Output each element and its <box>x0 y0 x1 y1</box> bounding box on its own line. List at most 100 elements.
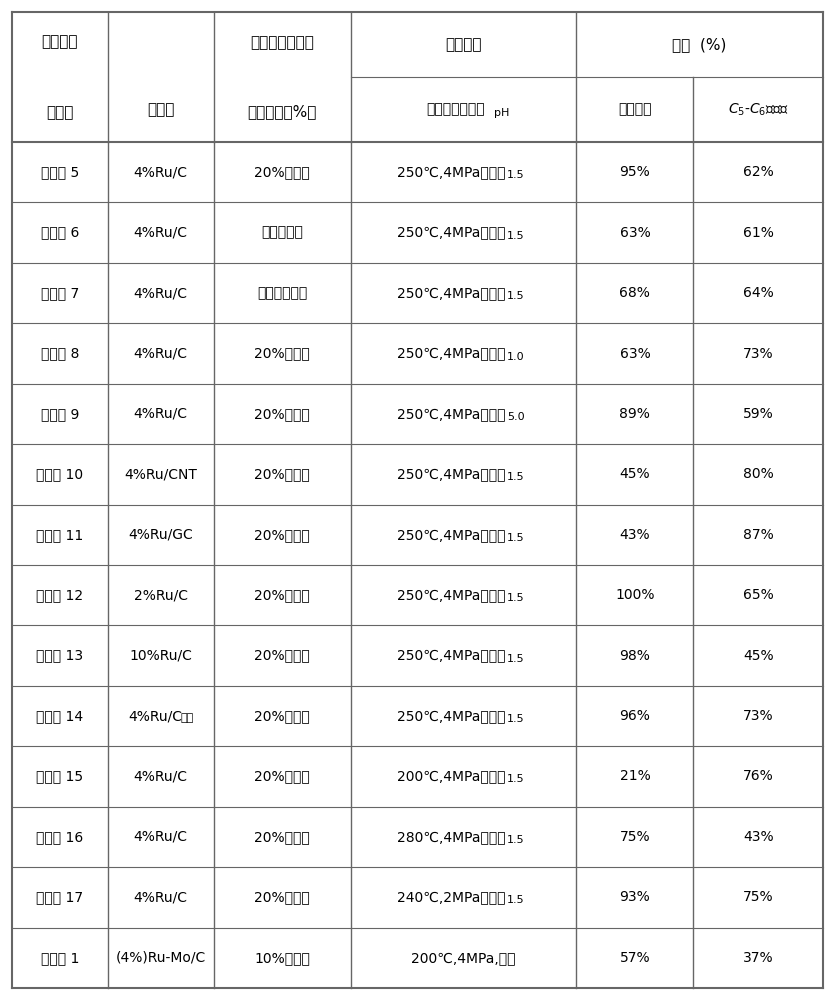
Text: 250℃,4MPa，磷酸: 250℃,4MPa，磷酸 <box>397 649 506 663</box>
Text: 75%: 75% <box>743 890 773 904</box>
Text: 250℃,4MPa，磷酸: 250℃,4MPa，磷酸 <box>397 709 506 723</box>
Text: 280℃,4MPa，磷酸: 280℃,4MPa，磷酸 <box>397 830 506 844</box>
Text: 4%Ru/C: 4%Ru/C <box>134 286 188 300</box>
Text: 64%: 64% <box>743 286 773 300</box>
Text: 250℃,4MPa，磷酸: 250℃,4MPa，磷酸 <box>397 165 506 179</box>
Text: 2%Ru/C: 2%Ru/C <box>134 588 188 602</box>
Text: 1.5: 1.5 <box>507 714 524 724</box>
Text: 1.5: 1.5 <box>507 231 524 241</box>
Text: 76%: 76% <box>743 770 773 784</box>
Text: 250℃,4MPa，磷酸: 250℃,4MPa，磷酸 <box>397 467 506 481</box>
Text: 4%Ru/C: 4%Ru/C <box>134 890 188 904</box>
Text: 4%Ru/C: 4%Ru/C <box>134 165 188 179</box>
Text: 250℃,4MPa，磷酸: 250℃,4MPa，磷酸 <box>397 226 506 240</box>
Text: 实施例 16: 实施例 16 <box>37 830 84 844</box>
Text: 98%: 98% <box>620 649 650 663</box>
Text: 4%Ru/GC: 4%Ru/GC <box>129 528 193 542</box>
Text: 20%山梨醇: 20%山梨醇 <box>255 347 310 360</box>
Text: 45%: 45% <box>743 649 773 663</box>
Text: 93%: 93% <box>620 890 650 904</box>
Text: 对比例: 对比例 <box>46 105 73 120</box>
Text: 63%: 63% <box>620 226 650 240</box>
Text: 65%: 65% <box>743 588 773 602</box>
Text: 反应条件: 反应条件 <box>445 37 482 52</box>
Text: 1.5: 1.5 <box>507 291 524 301</box>
Text: 43%: 43% <box>620 528 650 542</box>
Text: 20%山梨醇: 20%山梨醇 <box>255 830 310 844</box>
Text: 87%: 87% <box>743 528 773 542</box>
Text: 89%: 89% <box>620 407 650 421</box>
Text: 20%山梨醇: 20%山梨醇 <box>255 467 310 481</box>
Text: 95%: 95% <box>620 165 650 179</box>
Text: 实施例 17: 实施例 17 <box>37 890 84 904</box>
Text: 73%: 73% <box>743 347 773 360</box>
Text: 质水解液（%）: 质水解液（%） <box>247 104 316 119</box>
Text: 实施例 15: 实施例 15 <box>37 770 84 784</box>
Text: 240℃,2MPa，磷酸: 240℃,2MPa，磷酸 <box>397 890 506 904</box>
Text: 1.5: 1.5 <box>507 654 524 664</box>
Text: 糖醇溶液或生物: 糖醇溶液或生物 <box>250 35 314 50</box>
Text: 21%: 21% <box>620 770 650 784</box>
Text: 5.0: 5.0 <box>507 412 524 422</box>
Text: 250℃,4MPa，磷酸: 250℃,4MPa，磷酸 <box>397 286 506 300</box>
Text: 催化剂: 催化剂 <box>147 102 175 117</box>
Text: 20%山梨醇: 20%山梨醇 <box>255 709 310 723</box>
Text: 4%Ru/C: 4%Ru/C <box>134 347 188 360</box>
Text: 实施例 14: 实施例 14 <box>37 709 84 723</box>
Text: 43%: 43% <box>743 830 773 844</box>
Text: 1.5: 1.5 <box>507 835 524 845</box>
Text: 1.5: 1.5 <box>507 593 524 603</box>
Text: 73%: 73% <box>743 709 773 723</box>
Text: 100%: 100% <box>615 588 655 602</box>
Text: 20%山梨醇: 20%山梨醇 <box>255 890 310 904</box>
Text: 实施例及: 实施例及 <box>42 34 78 49</box>
Text: 1.0: 1.0 <box>507 352 524 361</box>
Text: 4%Ru/C: 4%Ru/C <box>129 709 183 723</box>
Text: 1.5: 1.5 <box>507 775 524 785</box>
Text: 对比例 1: 对比例 1 <box>41 951 79 965</box>
Text: 实施例 11: 实施例 11 <box>37 528 84 542</box>
Text: 4%Ru/C: 4%Ru/C <box>134 407 188 421</box>
Text: 20%木糖醇: 20%木糖醇 <box>255 165 310 179</box>
Text: 实施例 7: 实施例 7 <box>41 286 79 300</box>
Text: 250℃,4MPa，盐酸: 250℃,4MPa，盐酸 <box>397 407 506 421</box>
Text: 实施例 10: 实施例 10 <box>37 467 84 481</box>
Text: 96%: 96% <box>620 709 650 723</box>
Text: 20%山梨醇: 20%山梨醇 <box>255 649 310 663</box>
Text: 59%: 59% <box>743 407 773 421</box>
Text: 实施例 9: 实施例 9 <box>41 407 79 421</box>
Text: 4%Ru/C: 4%Ru/C <box>134 830 188 844</box>
Text: 63%: 63% <box>620 347 650 360</box>
Text: 61%: 61% <box>743 226 774 240</box>
Text: 20%山梨醇: 20%山梨醇 <box>255 770 310 784</box>
Text: 焙烧: 焙烧 <box>180 713 194 723</box>
Text: 1.5: 1.5 <box>507 533 524 543</box>
Text: 实施例 13: 实施例 13 <box>37 649 84 663</box>
Text: 20%山梨醇: 20%山梨醇 <box>255 407 310 421</box>
Text: 产物  (%): 产物 (%) <box>672 37 726 52</box>
Text: 62%: 62% <box>743 165 773 179</box>
Text: 10%Ru/C: 10%Ru/C <box>129 649 192 663</box>
Text: 10%山梨醇: 10%山梨醇 <box>254 951 310 965</box>
Text: 20%山梨醇: 20%山梨醇 <box>255 588 310 602</box>
Text: 1.5: 1.5 <box>507 472 524 482</box>
Text: 75%: 75% <box>620 830 650 844</box>
Text: 实施例 5: 实施例 5 <box>41 165 79 179</box>
Text: $C_5$-$C_6$选择性: $C_5$-$C_6$选择性 <box>728 101 788 118</box>
Text: 实施例 6: 实施例 6 <box>41 226 79 240</box>
Text: 200℃,4MPa,中性: 200℃,4MPa,中性 <box>412 951 516 965</box>
Text: 250℃,4MPa，磷酸: 250℃,4MPa，磷酸 <box>397 528 506 542</box>
Text: 实施例 8: 实施例 8 <box>41 347 79 360</box>
Text: 4%Ru/CNT: 4%Ru/CNT <box>124 467 197 481</box>
Text: 80%: 80% <box>743 467 773 481</box>
Text: 4%Ru/C: 4%Ru/C <box>134 770 188 784</box>
Text: 4%Ru/C: 4%Ru/C <box>134 226 188 240</box>
Text: 45%: 45% <box>620 467 650 481</box>
Text: 玉米棒水解液: 玉米棒水解液 <box>257 286 307 300</box>
Text: 68%: 68% <box>620 286 650 300</box>
Text: 37%: 37% <box>743 951 773 965</box>
Text: 1.5: 1.5 <box>507 170 524 180</box>
Text: 57%: 57% <box>620 951 650 965</box>
Text: 250℃,4MPa，磷酸: 250℃,4MPa，磷酸 <box>397 588 506 602</box>
Text: 温度，压力，酸: 温度，压力，酸 <box>426 103 485 116</box>
